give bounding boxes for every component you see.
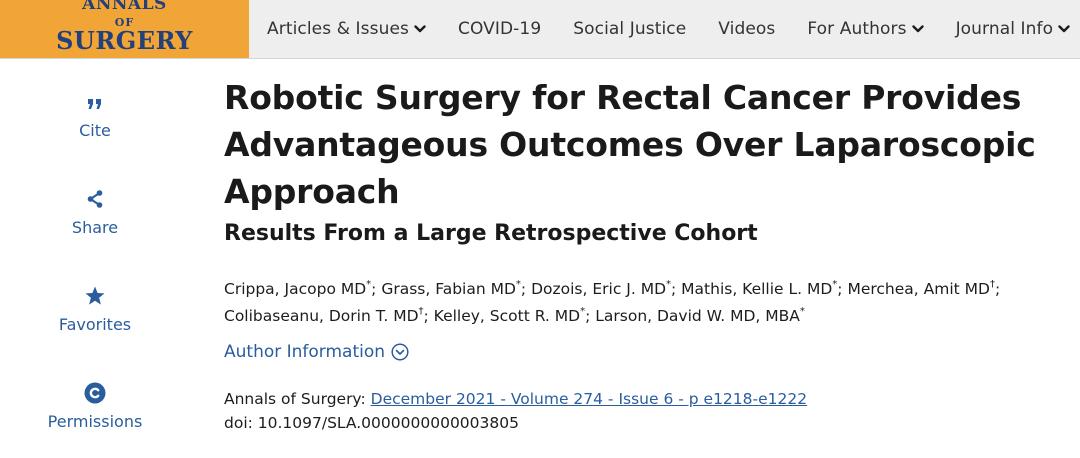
copyright-icon: [84, 382, 106, 404]
main-nav: Articles & Issues COVID-19 Social Justic…: [267, 0, 1070, 58]
author-affiliation-mark: †: [989, 278, 995, 290]
nav-journal-info-label: Journal Info: [955, 19, 1054, 39]
journal-logo[interactable]: ANNALS OF SURGERY: [0, 0, 249, 58]
nav-social-justice[interactable]: Social Justice: [573, 19, 686, 39]
author-list: Crippa, Jacopo MD*; Grass, Fabian MD*; D…: [224, 278, 1001, 325]
article-subtitle: Results From a Large Retrospective Cohor…: [224, 221, 758, 246]
doi-text: doi: 10.1097/SLA.0000000000003805: [224, 414, 519, 432]
author-affiliation-mark: *: [666, 278, 672, 290]
sidebar-item-permissions-label: Permissions: [47, 412, 143, 431]
share-icon: [87, 190, 103, 208]
chevron-down-icon: [1058, 25, 1070, 33]
nav-social-justice-label: Social Justice: [573, 19, 687, 39]
author-name[interactable]: Larson, David W. MD, MBA: [595, 307, 800, 325]
nav-covid-19-label: COVID-19: [457, 19, 542, 39]
author-affiliation-mark: *: [366, 278, 372, 290]
quote-icon: [88, 99, 101, 109]
author-information-label: Author Information: [224, 342, 386, 362]
nav-articles-issues-label: Articles & Issues: [267, 19, 409, 39]
author-affiliation-mark: *: [799, 305, 805, 317]
author-name[interactable]: Colibaseanu, Dorin T. MD: [224, 307, 419, 325]
author-affiliation-mark: *: [580, 305, 586, 317]
nav-for-authors[interactable]: For Authors: [807, 19, 924, 39]
sidebar-item-favorites-label: Favorites: [58, 315, 132, 334]
author-name[interactable]: Crippa, Jacopo MD: [224, 280, 367, 298]
author-name[interactable]: Grass, Fabian MD: [381, 280, 516, 298]
author-affiliation-mark: *: [832, 278, 838, 290]
nav-videos[interactable]: Videos: [718, 19, 775, 39]
chevron-circle-down-icon: [391, 343, 409, 361]
nav-for-authors-label: For Authors: [807, 19, 907, 39]
author-name[interactable]: Dozois, Eric J. MD: [531, 280, 667, 298]
author-name[interactable]: Merchea, Amit MD: [847, 280, 990, 298]
citation-block: Annals of Surgery: December 2021 - Volum…: [224, 387, 1054, 435]
author-affiliation-mark: †: [418, 305, 424, 317]
sidebar-item-permissions[interactable]: Permissions: [30, 381, 160, 431]
sidebar-item-cite-label: Cite: [79, 121, 111, 140]
author-name[interactable]: Kelley, Scott R. MD: [433, 307, 581, 325]
logo-line-2: OF: [114, 16, 135, 29]
sidebar-item-cite[interactable]: Cite: [30, 90, 160, 140]
nav-articles-issues[interactable]: Articles & Issues: [267, 19, 426, 39]
sidebar-item-share-label: Share: [71, 218, 119, 237]
article-header: Robotic Surgery for Rectal Cancer Provid…: [224, 74, 1054, 435]
chevron-down-icon: [414, 25, 426, 33]
author-name[interactable]: Mathis, Kellie L. MD: [681, 280, 833, 298]
issue-link[interactable]: December 2021 - Volume 274 - Issue 6 - p…: [370, 390, 808, 408]
nav-covid-19[interactable]: COVID-19: [458, 19, 541, 39]
sidebar-item-share[interactable]: Share: [30, 187, 160, 237]
top-navigation-bar: ANNALS OF SURGERY Articles & Issues COVI…: [0, 0, 1080, 59]
logo-line-3: SURGERY: [56, 26, 193, 55]
journal-name: Annals of Surgery:: [224, 390, 366, 408]
logo-line-1: ANNALS: [82, 0, 167, 14]
sidebar-item-favorites[interactable]: Favorites: [30, 284, 160, 334]
star-icon: [85, 286, 105, 305]
nav-journal-info[interactable]: Journal Info: [956, 19, 1071, 39]
author-information-toggle[interactable]: Author Information: [224, 342, 1054, 362]
article-title: Robotic Surgery for Rectal Cancer Provid…: [224, 78, 1036, 211]
author-affiliation-mark: *: [515, 278, 521, 290]
journal-citation-line: Annals of Surgery: December 2021 - Volum…: [224, 387, 1054, 411]
chevron-down-icon: [911, 25, 924, 33]
nav-videos-label: Videos: [718, 19, 776, 39]
